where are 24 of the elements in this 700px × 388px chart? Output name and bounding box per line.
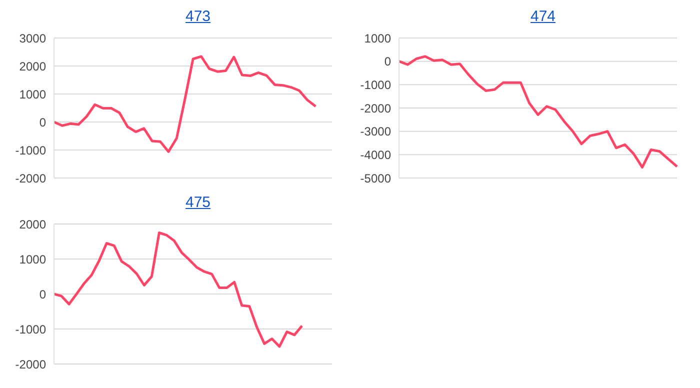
y-tick-label: -2000	[15, 171, 46, 186]
y-tick-label: 0	[384, 54, 392, 69]
y-tick-label: -3000	[360, 124, 392, 139]
y-tick-label: 2000	[19, 59, 46, 74]
line-series	[52, 232, 304, 348]
y-tick-label: 1000	[364, 31, 392, 46]
chart-title: 475	[185, 194, 211, 211]
y-tick-label: 1000	[19, 252, 46, 266]
y-tick-label: -2000	[15, 357, 46, 372]
y-tick-label: 1000	[19, 87, 46, 102]
chart-title: 473	[185, 8, 211, 25]
y-tick-label: -1000	[15, 322, 46, 336]
y-tick-label: -1000	[15, 143, 46, 158]
line-series	[52, 55, 317, 153]
chart-title: 474	[530, 8, 556, 25]
y-tick-label: 3000	[19, 31, 46, 46]
y-tick-label: 0	[39, 287, 46, 302]
y-tick-label: 2000	[19, 217, 46, 232]
y-tick-label: -1000	[360, 78, 392, 92]
y-tick-label: -5000	[360, 171, 392, 186]
y-tick-label: 0	[39, 115, 46, 130]
line-series	[398, 55, 678, 169]
y-tick-label: -2000	[360, 101, 392, 116]
y-tick-label: -4000	[360, 148, 392, 162]
